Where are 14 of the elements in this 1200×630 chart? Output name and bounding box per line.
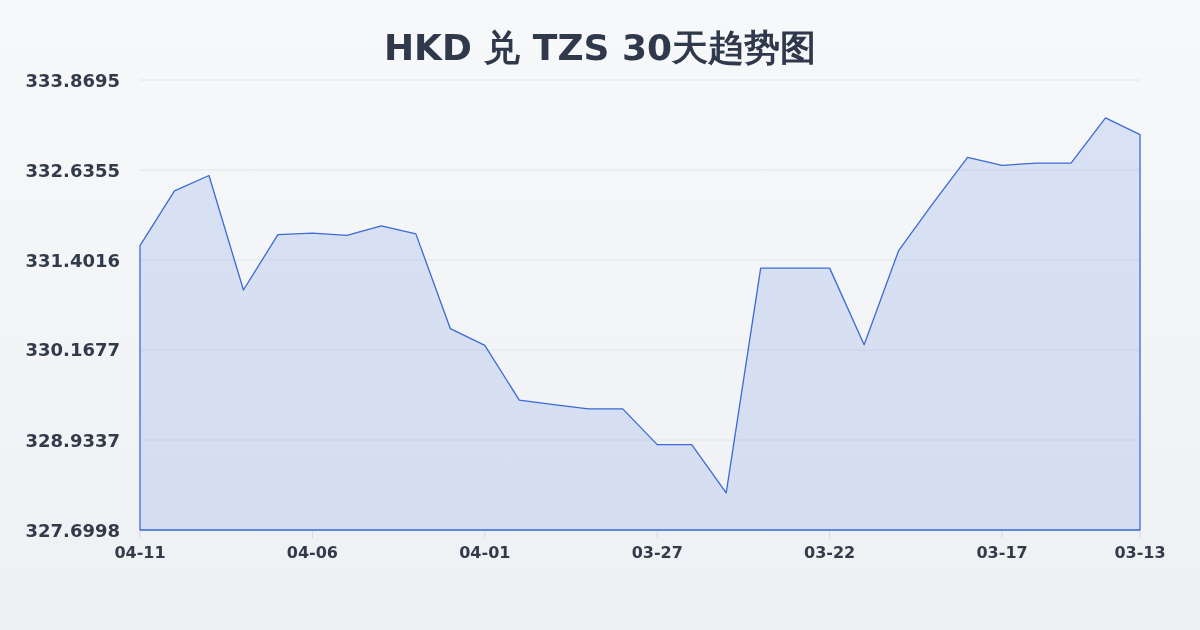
x-tick-label: 04-11: [114, 543, 166, 562]
y-tick-label: 327.6998: [25, 519, 120, 541]
y-tick-label: 328.9337: [25, 429, 120, 451]
y-tick-label: 333.8695: [25, 69, 120, 91]
y-tick-label: 332.6355: [25, 159, 120, 181]
x-tick-label: 03-13: [1114, 543, 1166, 562]
x-tick-label: 03-27: [631, 543, 683, 562]
y-tick-label: 330.1677: [25, 339, 120, 361]
y-tick-label: 331.4016: [25, 249, 120, 271]
x-tick-label: 04-06: [286, 543, 338, 562]
chart-title: HKD 兑 TZS 30天趋势图: [383, 27, 817, 68]
x-tick-label: 03-17: [976, 543, 1028, 562]
x-tick-label: 04-01: [459, 543, 511, 562]
x-tick-label: 03-22: [804, 543, 856, 562]
